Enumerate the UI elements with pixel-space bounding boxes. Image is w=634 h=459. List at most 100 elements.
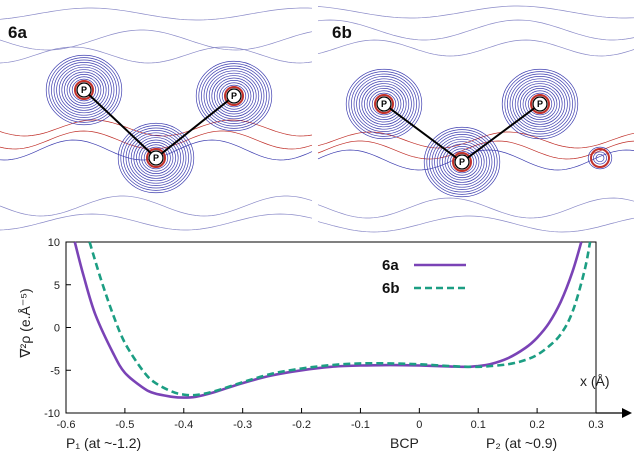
x-axis-arrowhead — [622, 408, 632, 418]
contour-ring-positive — [452, 152, 472, 172]
atom-label: P — [231, 91, 237, 101]
contour-ring — [525, 90, 555, 118]
contour-ring — [216, 80, 252, 112]
atom-label: P — [153, 153, 159, 163]
x-tick-label: 0.3 — [588, 419, 603, 431]
contour-ring — [221, 84, 247, 108]
contour-ring-positive — [146, 148, 166, 168]
contour-ring — [429, 131, 495, 193]
contour-ring — [201, 65, 267, 127]
contour-map-6b: P P P 6b — [317, 0, 634, 236]
contour-ring-positive — [224, 86, 244, 106]
contour-ring — [520, 85, 560, 123]
x-tick-label: -0.1 — [351, 419, 370, 431]
plot-frame — [65, 241, 597, 414]
x-tick-label: -0.5 — [115, 419, 134, 431]
x-tick-label: 0.1 — [471, 419, 486, 431]
contour-ring-positive — [590, 148, 610, 168]
contour-line — [0, 119, 313, 137]
contour-line — [317, 19, 634, 41]
contour-ring — [509, 76, 571, 132]
map-6b-atoms: P P P — [376, 96, 548, 170]
contour-ring — [447, 148, 477, 176]
contour-ring — [434, 136, 490, 188]
atom-marker: P — [376, 96, 392, 112]
contour-ring — [64, 71, 104, 109]
contour-line — [317, 131, 634, 149]
y-tick-label: -10 — [44, 408, 60, 420]
contour-ring — [58, 66, 110, 114]
contour-ring — [141, 144, 171, 172]
y-tick-label: -5 — [50, 365, 60, 377]
map-6b-bonds — [383, 103, 541, 163]
contour-map-6a: P P P 6a — [0, 0, 313, 236]
x-tick-label: -0.4 — [174, 419, 193, 431]
atom-label: P — [381, 99, 387, 109]
legend-item-6a: 6a — [382, 257, 466, 274]
x-axis-label: x (Å) — [580, 373, 610, 389]
contour-ring — [45, 54, 123, 126]
map-6b-contours — [317, 5, 634, 233]
x-tick-label: 0.2 — [529, 419, 544, 431]
contour-ring-positive — [530, 94, 550, 114]
y-tick-label: 10 — [48, 237, 60, 249]
contour-ring — [366, 88, 402, 120]
contour-ring — [128, 132, 184, 184]
contour-ring — [431, 134, 493, 190]
contour-ring — [195, 60, 273, 132]
contour-ring — [351, 73, 417, 135]
contour-ring — [214, 77, 254, 115]
contour-ring — [426, 129, 498, 195]
contour-ring — [208, 72, 260, 120]
contour-ring — [123, 127, 189, 189]
annotation-p2: P₂ (at ~0.9) — [486, 435, 557, 451]
map-6a-background — [0, 0, 312, 236]
map-6a-bonds — [83, 89, 235, 159]
contour-line — [317, 140, 634, 160]
contour-ring — [353, 76, 415, 132]
contour-ring — [66, 74, 102, 106]
contour-ring — [371, 92, 397, 116]
contour-line — [0, 7, 313, 21]
contour-ring — [442, 143, 482, 181]
contour-line — [317, 197, 634, 219]
contour-ring — [504, 71, 576, 137]
contour-ring — [517, 83, 563, 125]
y-tick-label: 5 — [54, 280, 60, 292]
contour-ring — [69, 76, 99, 104]
contour-ring — [444, 146, 480, 178]
contour-ring — [133, 137, 179, 179]
y-ticks: 10 5 0 -5 -10 — [44, 237, 71, 420]
contour-ring — [369, 90, 399, 118]
bond-line — [461, 103, 541, 163]
contour-ring-positive — [74, 80, 94, 100]
contour-line — [0, 213, 313, 231]
legend-label-6b: 6b — [382, 280, 400, 297]
x-tick-label: -0.3 — [233, 419, 252, 431]
atom-label: P — [81, 85, 87, 95]
contour-ring — [203, 68, 265, 124]
legend-label-6a: 6a — [382, 257, 399, 274]
bond-line — [155, 95, 235, 159]
atom-marker: P — [532, 96, 548, 112]
contour-ring — [348, 71, 420, 137]
x-tick-label: 0 — [416, 419, 422, 431]
contour-line — [317, 215, 634, 233]
contour-line — [317, 39, 634, 57]
contour-ring — [53, 62, 115, 118]
contour-ring — [61, 69, 107, 111]
contour-ring — [449, 150, 475, 174]
contour-ring — [439, 141, 485, 183]
panel-label-6b: 6b — [332, 23, 352, 42]
y-tick-label: 0 — [54, 323, 60, 335]
y-axis-label: ∇²ρ (e.Å⁻⁵) — [17, 288, 33, 358]
contour-ring — [522, 88, 558, 120]
contour-ring — [219, 82, 249, 110]
contour-ring — [206, 70, 262, 122]
contour-line — [0, 195, 313, 217]
contour-ring-positive — [374, 94, 394, 114]
contour-ring — [423, 126, 501, 198]
bond-line — [83, 89, 157, 159]
contour-ring — [138, 142, 174, 174]
contour-ring — [345, 68, 423, 140]
